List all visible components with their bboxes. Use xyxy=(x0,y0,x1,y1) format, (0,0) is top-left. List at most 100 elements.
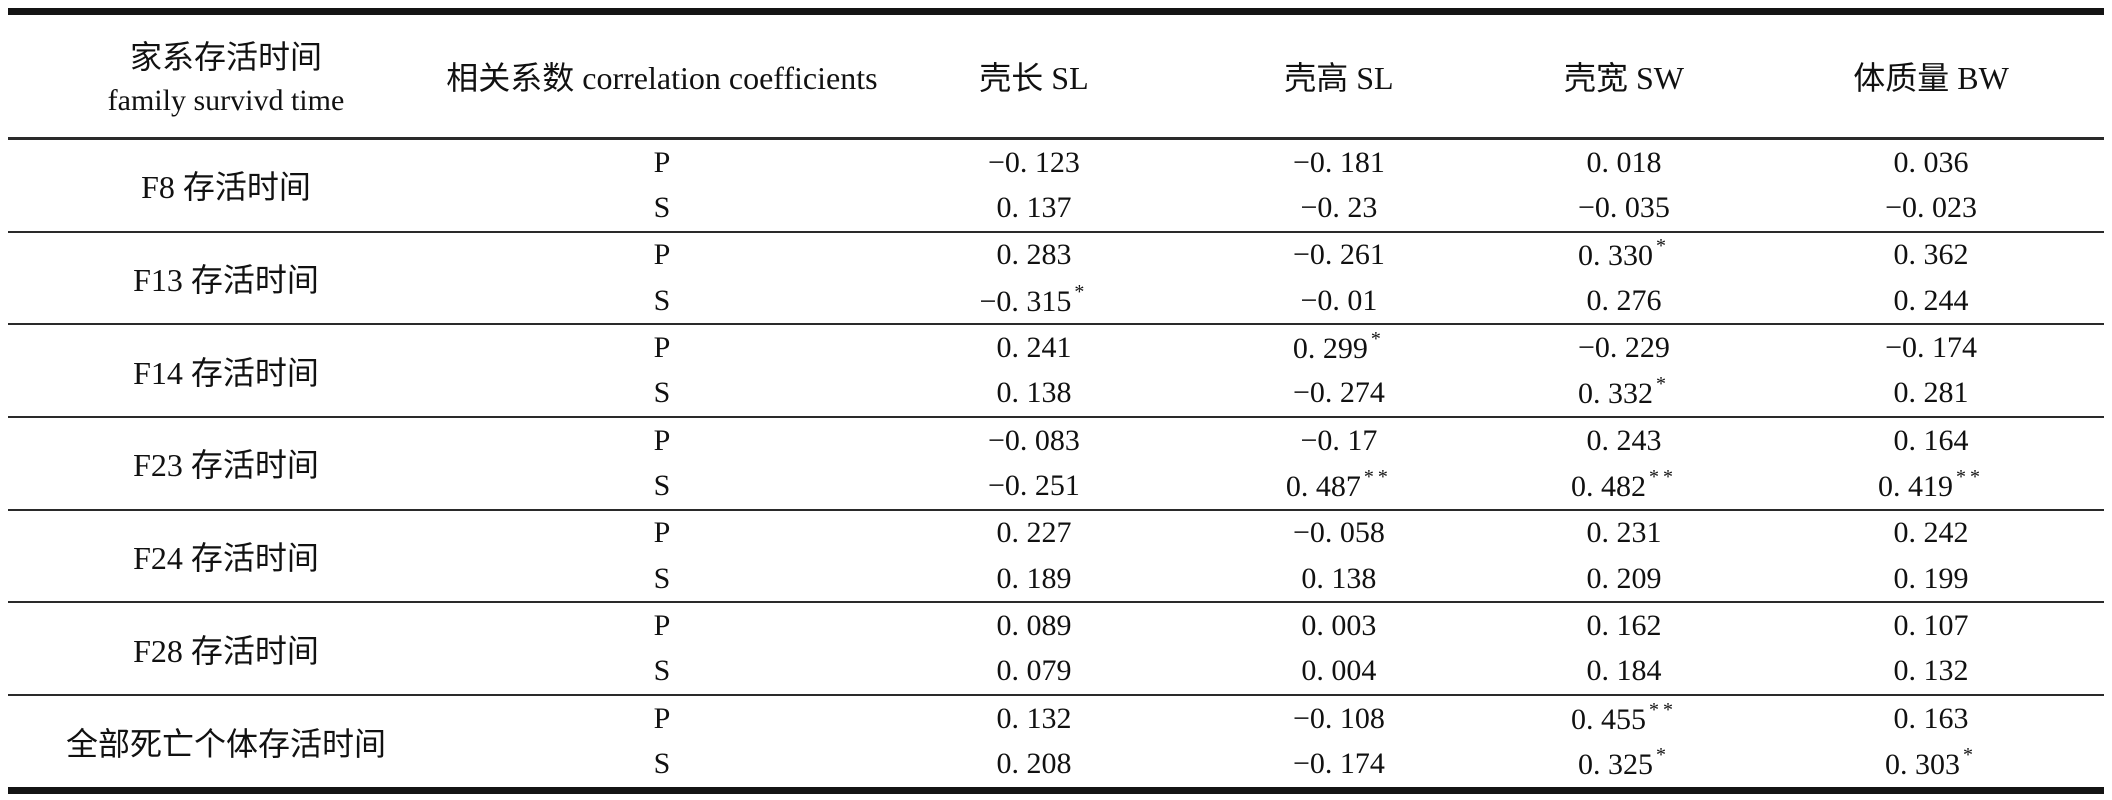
header-row: 家系存活时间 family survivd time 相关系数 correlat… xyxy=(8,12,2104,139)
correlation-value: −0. 058 xyxy=(1292,516,1385,550)
correlation-value: −0. 108 xyxy=(1292,701,1385,735)
family-group-label: 全部死亡个体存活时间 xyxy=(65,725,386,762)
correlation-table: 家系存活时间 family survivd time 相关系数 correlat… xyxy=(8,8,2104,794)
value-cell: 0. 003 xyxy=(1188,602,1490,648)
value-cell: 0. 107 xyxy=(1758,602,2104,648)
value-cell: −0. 035 xyxy=(1490,185,1758,231)
coefficient-type-cell: S xyxy=(653,191,671,225)
value-cell: −0. 108 xyxy=(1188,695,1490,741)
correlation-value: −0. 01 xyxy=(1300,283,1378,317)
value-cell: 0. 089 xyxy=(880,602,1188,648)
family-group-label: F24 存活时间 xyxy=(133,540,319,577)
value-cell: 0. 244 xyxy=(1758,278,2104,324)
value-cell: 0. 231 xyxy=(1490,510,1758,556)
value-cell: 0. 455 ** xyxy=(1490,695,1758,741)
correlation-value: 0. 455 xyxy=(1570,702,1646,736)
value-cell: −0. 229 xyxy=(1490,324,1758,370)
correlation-value: 0. 243 xyxy=(1586,423,1662,457)
correlation-value: 0. 199 xyxy=(1893,561,1969,595)
value-cell: −0. 251 xyxy=(880,463,1188,509)
value-cell: 0. 332 * xyxy=(1490,371,1758,417)
correlation-value: 0. 036 xyxy=(1893,145,1969,179)
significance-stars: ** xyxy=(1363,466,1392,489)
table-row: F23 存活时间 P −0. 083 −0. 17 0. 243 0. 164 xyxy=(8,417,2104,484)
header-shell-height: 壳高 SL xyxy=(1284,60,1394,96)
table-row: S 0. 208 −0. 174 0. 325 * 0. 303 * xyxy=(8,741,2104,790)
correlation-value: 0. 184 xyxy=(1586,654,1662,688)
coefficient-type-cell: S xyxy=(653,283,671,317)
value-cell: −0. 023 xyxy=(1758,185,2104,231)
value-cell: 0. 242 xyxy=(1758,510,2104,556)
table-row: S 0. 189 0. 138 0. 209 0. 199 xyxy=(8,556,2104,603)
significance-stars: ** xyxy=(1956,466,1985,489)
value-cell: 0. 281 xyxy=(1758,371,2104,417)
coefficient-type-cell: P xyxy=(653,609,671,643)
value-cell: 0. 163 xyxy=(1758,695,2104,741)
correlation-value: 0. 003 xyxy=(1301,609,1377,643)
correlation-value: 0. 208 xyxy=(996,747,1072,781)
correlation-value: −0. 181 xyxy=(1292,145,1385,179)
value-cell: −0. 261 xyxy=(1188,232,1490,278)
header-correlation-coefficients: 相关系数 correlation coefficients xyxy=(446,60,878,96)
correlation-value: −0. 23 xyxy=(1300,191,1378,225)
table-row: F24 存活时间 P 0. 227 −0. 058 0. 231 0. 242 xyxy=(8,510,2104,576)
correlation-value: 0. 231 xyxy=(1586,516,1662,550)
family-group-label: F14 存活时间 xyxy=(133,354,319,391)
correlation-value: 0. 137 xyxy=(996,191,1072,225)
significance-stars: ** xyxy=(1648,466,1677,489)
significance-stars: * xyxy=(1655,235,1670,258)
correlation-value: −0. 174 xyxy=(1885,331,1978,365)
value-cell: 0. 164 xyxy=(1758,417,2104,463)
correlation-value: 0. 281 xyxy=(1893,376,1969,410)
value-cell: −0. 174 xyxy=(1188,741,1490,790)
value-cell: 0. 276 xyxy=(1490,278,1758,324)
value-cell: 0. 138 xyxy=(1188,556,1490,602)
value-cell: 0. 362 xyxy=(1758,232,2104,278)
family-group-label: F8 存活时间 xyxy=(141,169,311,206)
correlation-value: 0. 332 xyxy=(1577,377,1653,411)
family-group-label: F23 存活时间 xyxy=(133,447,319,484)
table-row: S −0. 251 0. 487 ** 0. 482 ** 0. 419 ** xyxy=(8,463,2104,510)
value-cell: 0. 004 xyxy=(1188,649,1490,695)
header-shell-width: 壳宽 SW xyxy=(1563,60,1684,96)
correlation-value: −0. 315 xyxy=(979,284,1072,318)
table-row: F28 存活时间 P 0. 089 0. 003 0. 162 0. 107 xyxy=(8,602,2104,669)
value-cell: 0. 138 xyxy=(880,371,1188,417)
value-cell: 0. 189 xyxy=(880,556,1188,602)
value-cell: 0. 079 xyxy=(880,649,1188,695)
correlation-value: 0. 244 xyxy=(1893,283,1969,317)
value-cell: 0. 487 ** xyxy=(1188,463,1490,509)
correlation-value: 0. 325 xyxy=(1577,748,1653,782)
value-cell: −0. 01 xyxy=(1188,278,1490,324)
significance-stars: * xyxy=(1074,280,1089,303)
correlation-value: 0. 227 xyxy=(996,516,1072,550)
value-cell: 0. 208 xyxy=(880,741,1188,790)
coefficient-type-cell: S xyxy=(653,469,671,503)
value-cell: 0. 162 xyxy=(1490,602,1758,648)
correlation-value: −0. 261 xyxy=(1292,238,1385,272)
coefficient-type-cell: P xyxy=(653,145,671,179)
value-cell: 0. 241 xyxy=(880,324,1188,370)
table-body: F8 存活时间 P −0. 123 −0. 181 0. 018 0. 036 S 0. 13… xyxy=(8,139,2104,791)
header-family-en: family survivd time xyxy=(107,83,345,117)
significance-stars: * xyxy=(1963,744,1978,767)
table-row: S 0. 138 −0. 274 0. 332 * 0. 281 xyxy=(8,371,2104,418)
significance-stars: * xyxy=(1370,328,1385,351)
correlation-value: 0. 138 xyxy=(996,376,1072,410)
value-cell: 0. 330 * xyxy=(1490,232,1758,278)
value-cell: 0. 018 xyxy=(1490,139,1758,186)
value-cell: 0. 209 xyxy=(1490,556,1758,602)
coefficient-type-cell: P xyxy=(653,238,671,272)
correlation-value: 0. 241 xyxy=(996,331,1072,365)
correlation-value: 0. 209 xyxy=(1586,561,1662,595)
significance-stars: * xyxy=(1655,373,1670,396)
correlation-value: 0. 242 xyxy=(1893,516,1969,550)
coefficient-type-cell: S xyxy=(653,561,671,595)
significance-stars: * xyxy=(1655,744,1670,767)
value-cell: 0. 036 xyxy=(1758,139,2104,186)
correlation-value: 0. 276 xyxy=(1586,283,1662,317)
table-row: F8 存活时间 P −0. 123 −0. 181 0. 018 0. 036 xyxy=(8,139,2104,206)
correlation-value: 0. 079 xyxy=(996,654,1072,688)
value-cell: −0. 181 xyxy=(1188,139,1490,186)
